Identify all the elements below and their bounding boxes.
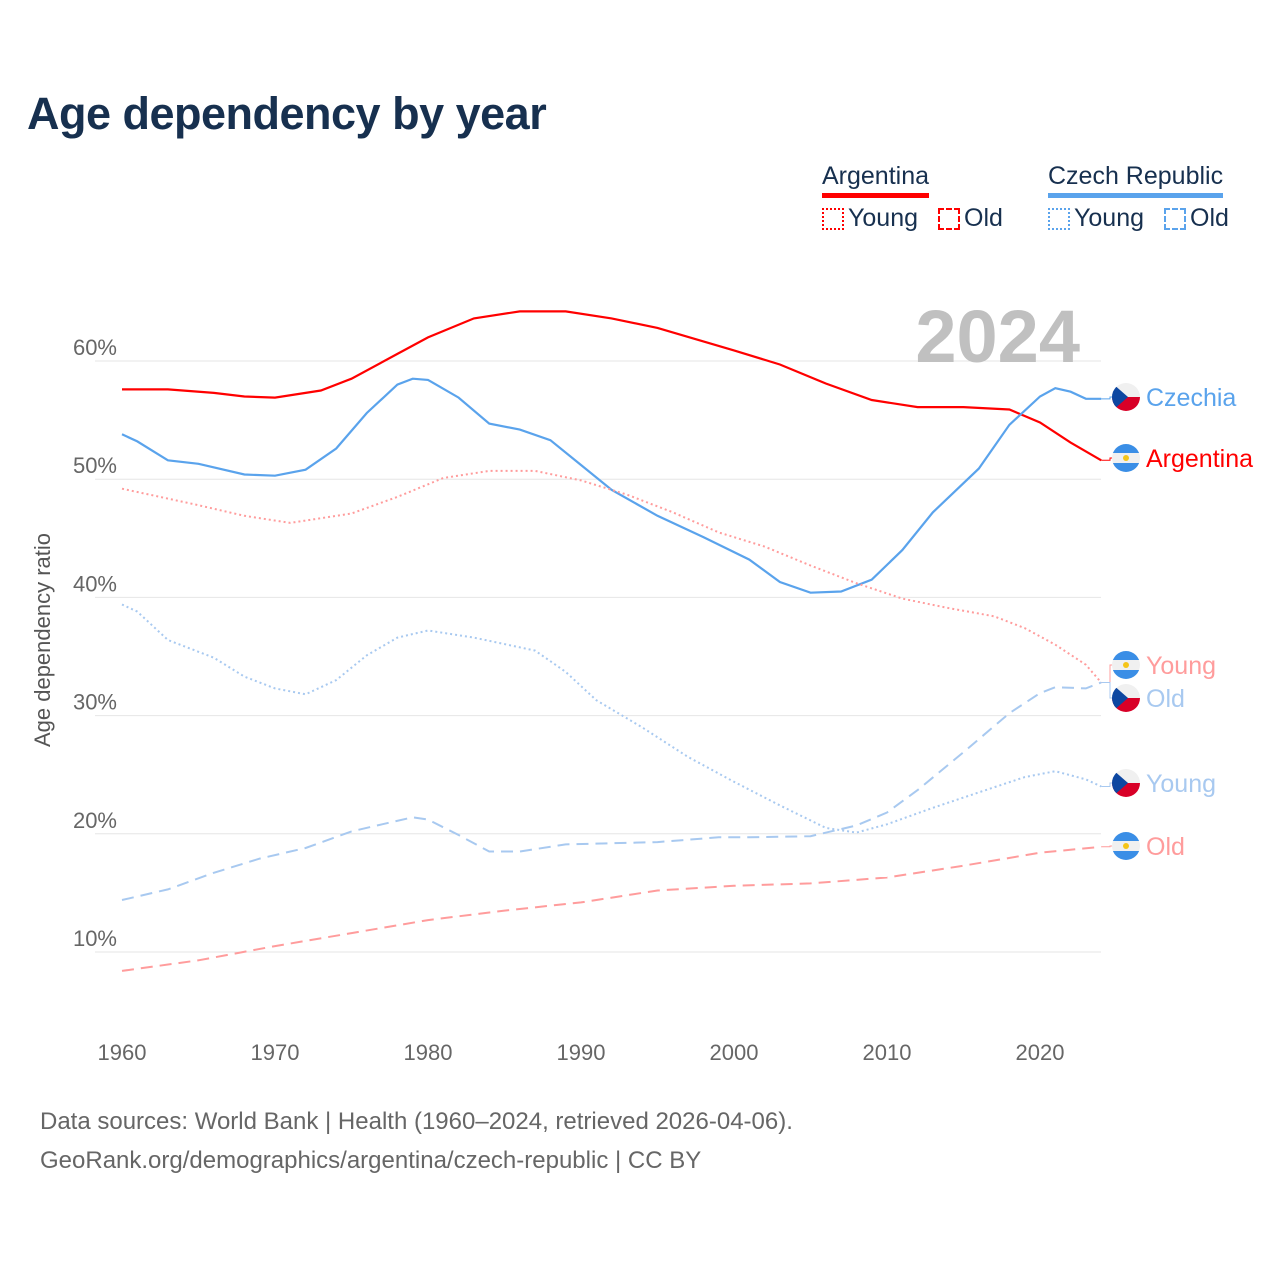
series-end-label: Old (1146, 685, 1185, 713)
flag-stripe (1112, 651, 1140, 660)
flag-body (1112, 832, 1140, 860)
legend-argentina-young[interactable]: Young (822, 204, 918, 233)
sun-icon (1123, 455, 1129, 461)
series-line-argentina-young (121, 469, 1102, 684)
x-tick-label: 2020 (1016, 1040, 1065, 1065)
flag-body (1112, 684, 1140, 712)
series-end-label: Old (1146, 833, 1185, 861)
x-tick-label: 1980 (404, 1040, 453, 1065)
y-tick-label: 60% (73, 335, 117, 360)
flag-body (1112, 444, 1140, 472)
legend-czech-old[interactable]: Old (1164, 204, 1229, 233)
flag-stripe (1112, 463, 1140, 472)
flag-triangle (1112, 684, 1128, 712)
y-axis-label: Age dependency ratio (30, 533, 55, 747)
y-tick-label: 10% (73, 926, 117, 951)
argentina-flag-icon (1112, 651, 1140, 679)
dotted-swatch-icon (1048, 207, 1070, 230)
flag-stripe (1112, 851, 1140, 860)
series-line-argentina (122, 310, 1102, 462)
legend-argentina: Argentina Young Old (822, 162, 1017, 233)
flag-body (1112, 651, 1140, 679)
dotted-swatch-icon (822, 207, 844, 230)
flag-stripe (1112, 670, 1140, 679)
series-end-label: Czechia (1146, 384, 1236, 412)
dashed-swatch-icon (938, 207, 960, 230)
x-tick-label: 2010 (863, 1040, 912, 1065)
argentina-flag-icon (1112, 832, 1140, 860)
series-line-czech-republic (121, 377, 1102, 594)
series-line-argentina-old (121, 845, 1102, 972)
flag-body (1112, 769, 1140, 797)
flag-triangle (1112, 383, 1128, 411)
x-tick-label: 1970 (251, 1040, 300, 1065)
flag-stripe (1112, 832, 1140, 841)
sun-icon (1123, 843, 1129, 849)
series-end-label: Argentina (1146, 445, 1253, 473)
legend-argentina-title: Argentina (822, 162, 930, 198)
series-end-label: Young (1146, 770, 1216, 798)
sun-icon (1123, 662, 1129, 668)
argentina-flag-icon (1112, 444, 1140, 472)
y-tick-label: 40% (73, 571, 117, 596)
legend-argentina-old[interactable]: Old (938, 204, 1003, 233)
y-tick-label: 20% (73, 808, 117, 833)
series-line-czech-republic-young (121, 603, 1102, 834)
chart-title: Age dependency by year (27, 88, 547, 139)
flag-stripe (1112, 444, 1140, 453)
series-end-label: Young (1146, 652, 1216, 680)
legend-label: Young (1074, 204, 1144, 232)
footer-link[interactable]: GeoRank.org/demographics/argentina/czech… (40, 1147, 702, 1174)
flag-triangle (1112, 769, 1128, 797)
y-tick-label: 50% (73, 453, 117, 478)
legend-label: Old (964, 204, 1003, 232)
y-tick-label: 30% (73, 690, 117, 715)
czechia-flag-icon (1112, 684, 1140, 712)
flag-body (1112, 383, 1140, 411)
year-indicator: 2024 (915, 295, 1080, 378)
x-tick-label: 2000 (710, 1040, 759, 1065)
legend-czech-young[interactable]: Young (1048, 204, 1144, 233)
czechia-flag-icon (1112, 383, 1140, 411)
series-line-czech-republic-old (121, 681, 1102, 901)
legend-czech: Czech Republic Young Old (1048, 162, 1243, 233)
legend-czech-title: Czech Republic (1048, 162, 1224, 198)
x-tick-label: 1960 (98, 1040, 147, 1065)
czechia-flag-icon (1112, 769, 1140, 797)
footer-sources: Data sources: World Bank | Health (1960–… (40, 1108, 793, 1135)
x-tick-label: 1990 (557, 1040, 606, 1065)
dashed-swatch-icon (1164, 207, 1186, 230)
legend-label: Young (848, 204, 918, 232)
legend-label: Old (1190, 204, 1229, 232)
